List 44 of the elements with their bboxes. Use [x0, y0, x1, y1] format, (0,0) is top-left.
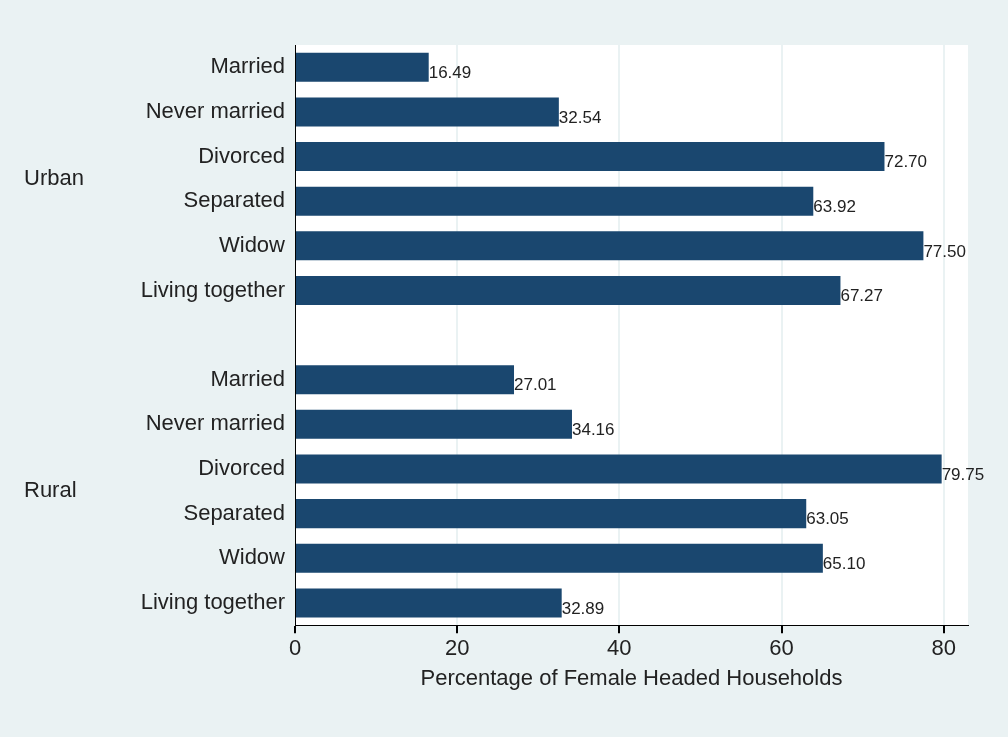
bar	[296, 409, 572, 439]
y-tick-label: Married	[210, 53, 285, 79]
bar	[296, 142, 885, 172]
data-label: 72.70	[884, 152, 928, 172]
bar	[296, 588, 562, 618]
text: Rural	[24, 477, 77, 503]
bar	[296, 454, 942, 484]
bar	[296, 186, 814, 216]
x-tick-label: 0	[288, 635, 302, 661]
bar	[296, 97, 559, 127]
data-label: 79.75	[941, 464, 985, 484]
data-label: 27.01	[514, 375, 557, 395]
x-tick-label: 20	[444, 635, 470, 661]
y-tick-label: Widow	[218, 231, 286, 257]
text: Urban	[24, 164, 84, 190]
y-tick-label: Widow	[218, 544, 286, 570]
data-label: 65.10	[822, 553, 866, 573]
bar	[296, 499, 807, 529]
y-tick-label: Living together	[140, 276, 285, 302]
data-label: 16.49	[428, 63, 472, 82]
y-tick-label: Married	[210, 365, 285, 391]
bar	[296, 275, 841, 305]
data-label: 77.50	[923, 241, 966, 261]
data-label: 63.05	[806, 509, 849, 529]
y-tick-label: Living together	[140, 588, 285, 614]
data-label: 67.27	[840, 286, 883, 306]
data-label: 63.92	[813, 196, 856, 216]
x-tick-label: 80	[931, 635, 956, 661]
bar	[296, 365, 515, 395]
y-tick-label: Separated	[183, 187, 285, 213]
data-label: 34.16	[571, 420, 615, 440]
y-tick-label: Never married	[145, 410, 285, 436]
x-axis-title: Percentage of Female Headed Households	[420, 664, 843, 690]
y-tick-label: Divorced	[198, 455, 285, 481]
y-tick-label: Divorced	[198, 142, 285, 168]
data-label: 32.89	[561, 598, 605, 618]
x-tick-label: 60	[769, 635, 794, 661]
y-tick-label: Separated	[183, 499, 285, 525]
data-label: 32.54	[558, 107, 602, 127]
x-tick-label: 40	[607, 635, 632, 661]
bar	[296, 543, 823, 573]
y-tick-label: Never married	[145, 98, 285, 124]
bar	[296, 52, 429, 82]
bar	[296, 231, 924, 261]
